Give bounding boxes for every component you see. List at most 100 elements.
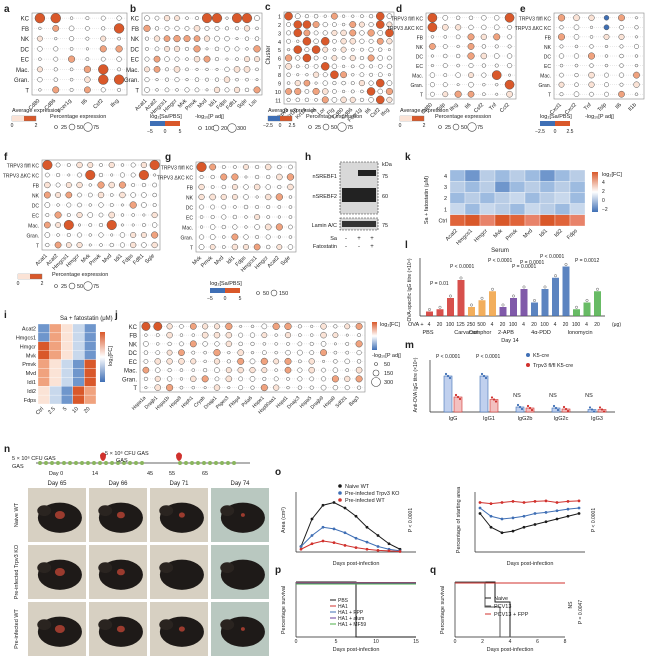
dot [173,45,181,52]
dot [345,368,350,372]
heatmap-cell [479,192,496,204]
heatmap-col-label: Pmvk [505,228,519,242]
dot [320,349,328,357]
series-point [566,514,570,518]
heatmap-row-label: Idi2 [27,389,36,395]
dot [85,36,90,41]
dot [297,341,303,347]
axis-tick: 2 [481,639,484,645]
skin-lesion [116,511,125,519]
row-label: Mac. [124,369,137,375]
dot [179,385,184,390]
ns-label: NS [513,393,521,399]
series-point [577,512,581,515]
bar [531,302,538,316]
dot [213,349,221,357]
photo-col-label: Day 74 [230,481,250,487]
colorbar-title: log₂[FC] [380,322,400,328]
dot [294,13,301,20]
series-point [489,514,493,518]
dot [179,368,184,372]
category-label: IgG1 [483,416,495,422]
dot [274,342,278,346]
dot [222,235,226,239]
bar [499,307,507,316]
heatmap-cell [569,181,586,193]
legend-size-value: 300 [384,380,393,386]
series-point [299,545,303,548]
dot [311,45,321,54]
p-value: P < 0.0001 [591,508,597,532]
series-point [555,517,559,521]
col-label: Csf2 [92,98,104,110]
heatmap-cell [494,203,511,215]
dot [153,35,161,42]
heatmap-cell [61,394,73,405]
heatmap-row-label: Hmgcr [20,344,36,350]
col-label: Flg [326,107,336,117]
axis-title: Area (cm²) [281,507,287,533]
ns-label: NS [549,393,557,399]
timeline-dot [190,461,194,465]
dot [231,184,238,190]
dot [233,66,241,73]
dot [266,205,271,209]
heatmap-cell [37,359,50,369]
dot [77,172,82,178]
mouse-head [220,505,235,517]
dot [164,77,170,82]
heatmap-cell [494,181,511,193]
mouse-head [159,505,174,517]
series-point [332,527,336,531]
dot [286,22,292,27]
dot [202,323,209,330]
dot [152,203,157,207]
dot [225,322,233,330]
dot [574,44,579,49]
blot-sign: + [357,236,361,242]
dot [589,63,594,68]
row-label: Gran. [122,377,137,383]
dot [265,234,271,240]
dot [164,25,170,31]
timeline-dot [56,461,60,465]
dot [255,78,259,82]
dot [231,243,239,251]
dot [100,15,106,21]
col-label: Ccl2 [499,102,511,114]
series-point [387,542,391,546]
row-label: 4 [278,40,281,46]
legend-dot [337,122,347,132]
heatmap-cell [554,169,571,182]
category-label: IgG [449,416,458,422]
dot [604,44,609,49]
legend-tick: 2 [423,123,426,129]
axis-title: Anti-OVA IgG titre (×10⁴) [413,357,419,412]
row-label: 7 [278,65,281,71]
dot [243,194,249,200]
col-label: Mvk [192,255,204,267]
timeline-dot [38,461,42,465]
dot [277,164,282,170]
dot [76,161,83,169]
dot [190,358,197,365]
dot [356,359,362,364]
data-point [575,305,578,309]
dot [155,88,159,92]
dot [277,235,281,239]
dot [238,332,244,338]
dot [243,184,249,190]
dot [304,97,310,102]
dot [142,366,150,374]
col-label: Il6 [80,98,88,106]
dot [245,47,249,51]
heatmap-cell [554,192,571,204]
row-label: Mac. [126,68,139,74]
legend-colorbar-low [150,121,165,126]
legend-title: Percentage expression [306,114,362,120]
dot [227,350,231,355]
dot [480,33,487,40]
col-label: Fdft1 [132,253,145,266]
dot [308,358,315,365]
